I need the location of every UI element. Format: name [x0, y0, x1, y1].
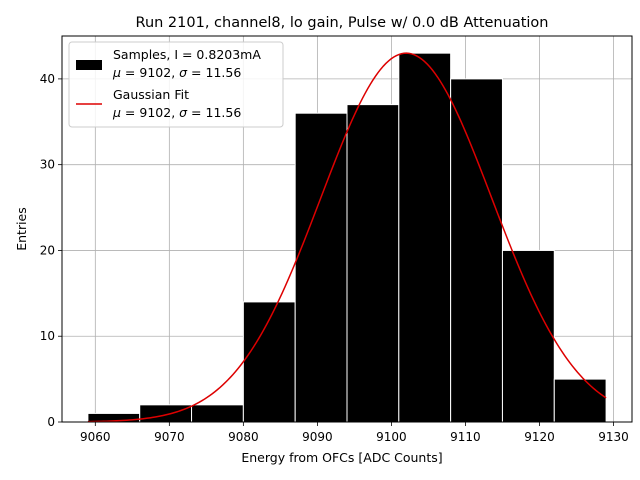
y-tick-label: 20 — [40, 243, 55, 257]
histogram-bar — [553, 378, 607, 423]
x-tick-label: 9080 — [228, 430, 259, 444]
chart-title: Run 2101, channel8, lo gain, Pulse w/ 0.… — [136, 15, 549, 31]
x-tick-label: 9130 — [598, 430, 629, 444]
x-tick-label: 9070 — [154, 430, 185, 444]
legend-samples-swatch — [76, 60, 102, 70]
y-axis-ticks: 0 10 20 30 40 — [40, 72, 62, 429]
legend-box — [68, 41, 284, 128]
legend-samples-stats: μ = 9102, σ = 11.56 — [112, 65, 241, 80]
legend-fit-stats: μ = 9102, σ = 11.56 — [112, 105, 241, 120]
y-tick-label: 0 — [47, 415, 55, 429]
y-tick-label: 30 — [40, 158, 55, 172]
x-tick-label: 9120 — [524, 430, 555, 444]
x-axis-label: Energy from OFCs [ADC Counts] — [241, 450, 442, 465]
histogram-bars — [87, 52, 607, 423]
y-tick-label: 10 — [40, 329, 55, 343]
legend: Samples, I = 0.8203mA μ = 9102, σ = 11.5… — [68, 41, 284, 128]
legend-samples-label: Samples, I = 0.8203mA — [113, 47, 261, 62]
x-tick-label: 9100 — [376, 430, 407, 444]
legend-fit-label: Gaussian Fit — [113, 87, 189, 102]
y-axis-label: Entries — [14, 207, 29, 251]
histogram-bar — [346, 104, 400, 423]
histogram-bar — [501, 249, 555, 423]
histogram-bar — [294, 112, 348, 423]
gaussian-fit-line — [87, 52, 607, 423]
x-tick-label: 9060 — [80, 430, 111, 444]
plot-frame — [61, 35, 633, 423]
x-tick-label: 9090 — [302, 430, 333, 444]
x-axis-ticks: 9060 9070 9080 9090 9100 9110 9120 9130 — [80, 422, 629, 444]
y-tick-label: 40 — [40, 72, 55, 86]
histogram-bar — [242, 301, 296, 423]
histogram-bar — [191, 404, 244, 423]
x-tick-label: 9110 — [450, 430, 481, 444]
histogram-bar — [450, 78, 503, 423]
histogram-bar — [139, 404, 193, 423]
histogram-bar — [398, 52, 452, 423]
